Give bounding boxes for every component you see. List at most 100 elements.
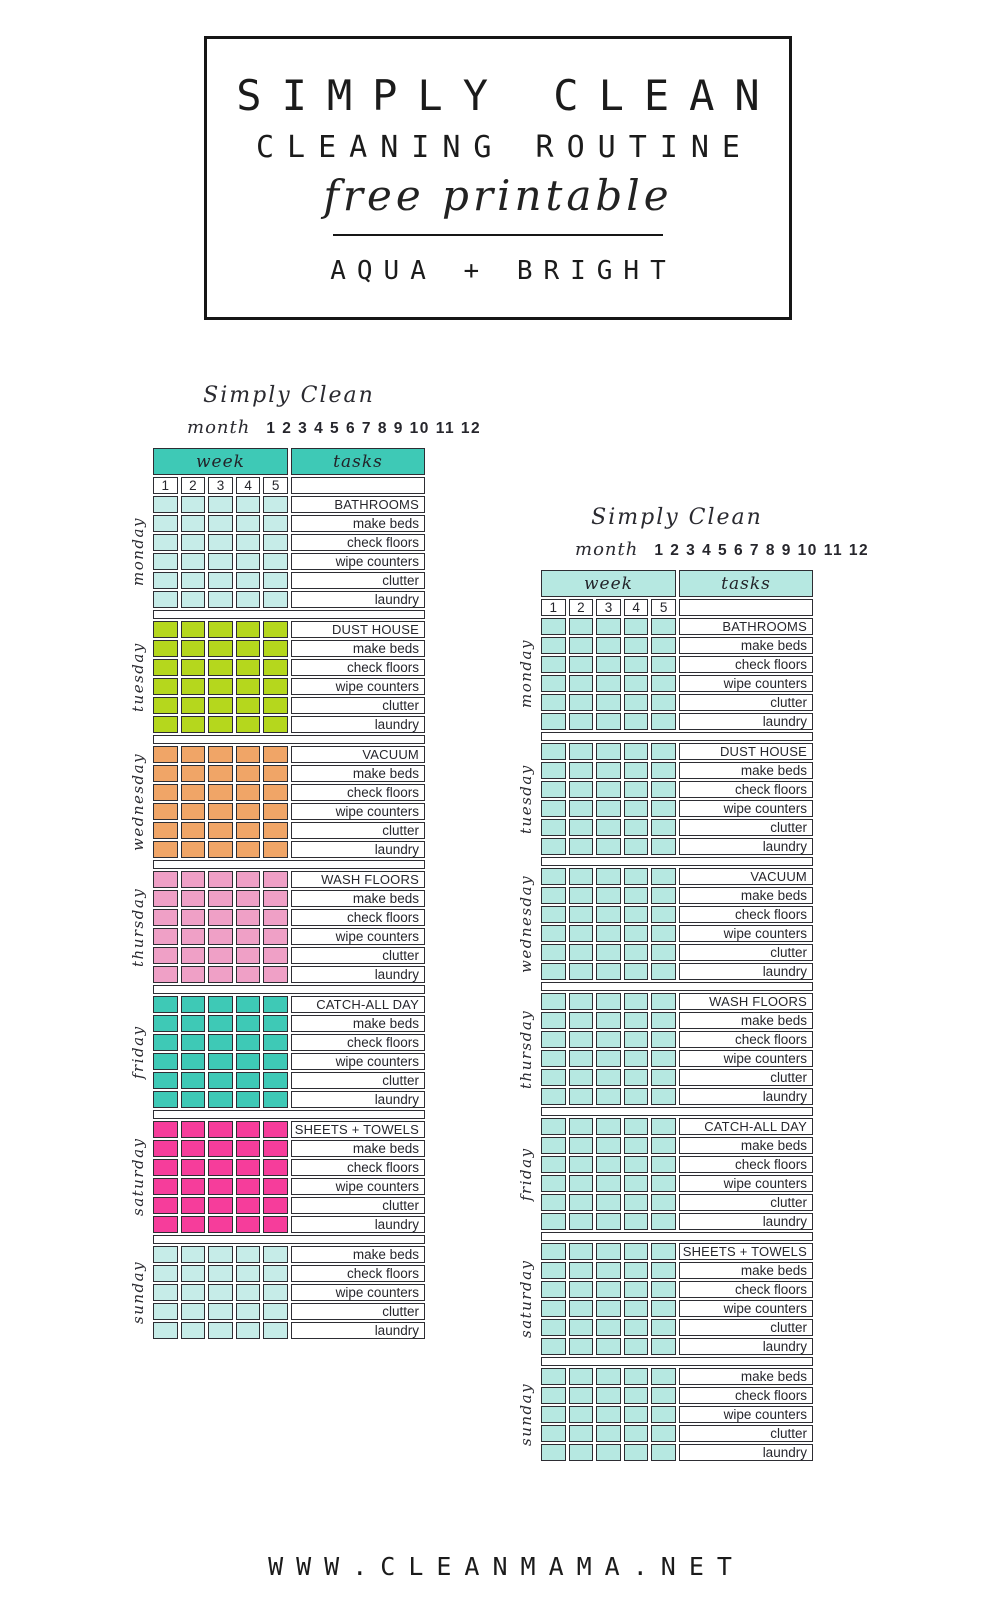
routine-aqua: Simply Clean month 1 2 3 4 5 6 7 8 9 10 …	[515, 505, 868, 1461]
check-cell	[263, 621, 288, 638]
check-cell	[541, 1262, 566, 1279]
check-cell	[153, 1265, 178, 1282]
check-cell	[208, 1246, 233, 1263]
task-cell: laundry	[290, 716, 425, 733]
check-cell	[651, 1319, 676, 1336]
check-cell	[263, 534, 288, 551]
check-cell	[623, 1300, 649, 1317]
check-cell	[623, 963, 649, 980]
check-cell	[235, 1121, 261, 1138]
routine-bright: Simply Clean month 1 2 3 4 5 6 7 8 9 10 …	[127, 383, 480, 1339]
check-cell	[623, 1137, 649, 1154]
check-cell	[153, 746, 178, 763]
check-cell	[263, 803, 288, 820]
check-cell	[651, 1368, 676, 1385]
check-cell	[180, 909, 206, 926]
task-cell: BATHROOMS	[290, 496, 425, 513]
check-cell	[153, 765, 178, 782]
check-cell	[623, 906, 649, 923]
check-cell	[263, 496, 288, 513]
check-cell	[596, 1031, 621, 1048]
check-cell	[568, 1319, 594, 1336]
check-cell	[623, 993, 649, 1010]
check-cell	[153, 1159, 178, 1176]
check-cell	[568, 1425, 594, 1442]
check-cell	[623, 1069, 649, 1086]
check-cell	[153, 841, 178, 858]
task-cell: make beds	[678, 1368, 813, 1385]
check-cell	[263, 1284, 288, 1301]
check-cell	[235, 1015, 261, 1032]
day-block-sunday: sunday make beds check floors wipe counters…	[517, 1368, 813, 1461]
task-cell: clutter	[290, 572, 425, 589]
check-cell	[180, 572, 206, 589]
check-cell	[180, 746, 206, 763]
check-cell	[235, 765, 261, 782]
check-cell	[651, 906, 676, 923]
check-cell	[623, 1368, 649, 1385]
check-cell	[153, 572, 178, 589]
subtitle: CLEANING ROUTINE	[256, 130, 753, 165]
month-numbers: 1 2 3 4 5 6 7 8 9 10 11 12	[654, 542, 870, 559]
check-cell	[541, 1300, 566, 1317]
check-cell	[153, 1216, 178, 1233]
week-number-cell: 1	[541, 599, 566, 616]
check-cell	[208, 1178, 233, 1195]
check-cell	[623, 1338, 649, 1355]
day-label: monday	[129, 517, 147, 587]
check-cell	[651, 618, 676, 635]
check-cell	[596, 925, 621, 942]
check-cell	[568, 1444, 594, 1461]
check-cell	[263, 1322, 288, 1339]
check-cell	[541, 1175, 566, 1192]
task-cell: wipe counters	[290, 928, 425, 945]
task-cell: laundry	[678, 1444, 813, 1461]
check-cell	[596, 743, 621, 760]
check-cell	[263, 890, 288, 907]
check-cell	[651, 1281, 676, 1298]
check-cell	[180, 1140, 206, 1157]
check-cell	[180, 784, 206, 801]
check-cell	[541, 1050, 566, 1067]
check-cell	[235, 1159, 261, 1176]
day-label: thursday	[517, 1009, 535, 1089]
check-cell	[153, 1140, 178, 1157]
check-cell	[235, 1197, 261, 1214]
check-cell	[541, 1069, 566, 1086]
check-cell	[208, 496, 233, 513]
task-cell: clutter	[290, 697, 425, 714]
check-cell	[208, 1159, 233, 1176]
check-cell	[263, 1197, 288, 1214]
day-block-monday: monday BATHROOMS make beds check floors wipe…	[517, 618, 813, 730]
check-cell	[596, 868, 621, 885]
task-cell: laundry	[678, 1088, 813, 1105]
check-cell	[541, 743, 566, 760]
check-cell	[208, 591, 233, 608]
task-cell: wipe counters	[678, 800, 813, 817]
task-cell: laundry	[290, 966, 425, 983]
check-cell	[263, 1246, 288, 1263]
check-cell	[180, 621, 206, 638]
task-cell: laundry	[678, 1338, 813, 1355]
check-cell	[208, 803, 233, 820]
task-cell: clutter	[678, 694, 813, 711]
check-cell	[541, 993, 566, 1010]
check-cell	[153, 1284, 178, 1301]
check-cell	[180, 534, 206, 551]
check-cell	[596, 1088, 621, 1105]
check-cell	[568, 1088, 594, 1105]
check-cell	[541, 887, 566, 904]
check-cell	[541, 1012, 566, 1029]
task-cell: make beds	[290, 1140, 425, 1157]
check-cell	[596, 963, 621, 980]
check-cell	[153, 909, 178, 926]
check-cell	[623, 656, 649, 673]
check-cell	[235, 890, 261, 907]
day-label: thursday	[129, 887, 147, 967]
check-cell	[208, 534, 233, 551]
check-cell	[235, 515, 261, 532]
task-cell: VACUUM	[678, 868, 813, 885]
task-cell: wipe counters	[290, 1053, 425, 1070]
